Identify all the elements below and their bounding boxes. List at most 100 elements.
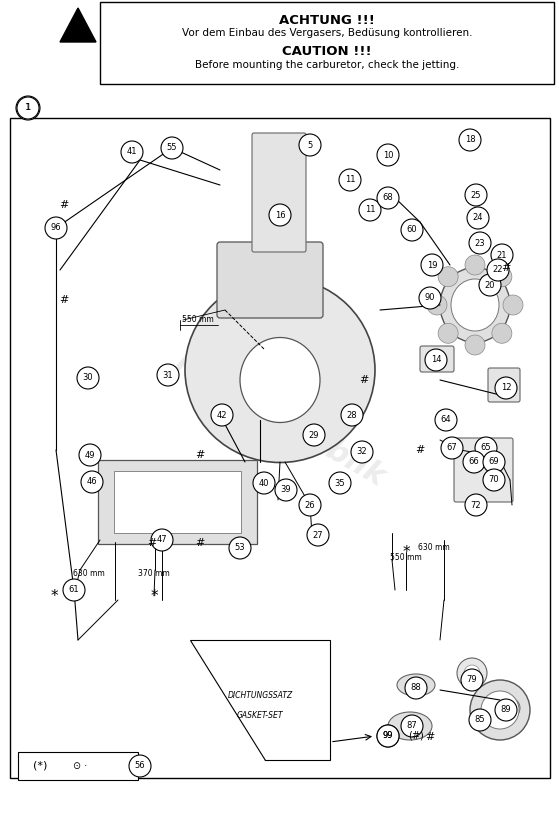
Circle shape [419, 287, 441, 309]
Text: 55: 55 [167, 144, 177, 153]
Text: 1: 1 [25, 104, 31, 113]
Circle shape [79, 444, 101, 466]
Circle shape [129, 755, 151, 777]
Text: 60: 60 [407, 225, 418, 234]
Circle shape [465, 184, 487, 206]
Text: #: # [59, 200, 69, 210]
Text: 99: 99 [383, 731, 393, 740]
Text: *: * [150, 588, 158, 604]
Text: 630 mm: 630 mm [73, 569, 105, 578]
Text: 11: 11 [365, 206, 375, 215]
Text: 65: 65 [481, 444, 491, 453]
Circle shape [211, 404, 233, 426]
Text: 29: 29 [309, 431, 319, 440]
Circle shape [503, 295, 523, 315]
Text: 61: 61 [69, 586, 79, 595]
Text: 40: 40 [259, 478, 269, 487]
Circle shape [299, 134, 321, 156]
Text: 69: 69 [489, 458, 499, 467]
Text: 22: 22 [492, 265, 503, 274]
Text: 70: 70 [489, 476, 499, 485]
Text: ACHTUNG !!!: ACHTUNG !!! [279, 14, 375, 27]
Circle shape [491, 244, 513, 266]
Text: 87: 87 [406, 721, 418, 730]
Ellipse shape [481, 691, 519, 729]
Circle shape [377, 725, 399, 747]
Circle shape [457, 658, 487, 688]
Circle shape [377, 144, 399, 166]
Circle shape [157, 364, 179, 386]
Circle shape [438, 267, 458, 286]
Circle shape [341, 404, 363, 426]
Text: 20: 20 [485, 281, 495, 290]
Circle shape [253, 472, 275, 494]
Text: 630 mm: 630 mm [418, 543, 450, 552]
Text: 26: 26 [305, 500, 315, 509]
Circle shape [492, 323, 512, 344]
Circle shape [303, 424, 325, 446]
Circle shape [465, 255, 485, 275]
Text: #: # [359, 375, 369, 385]
Ellipse shape [240, 338, 320, 423]
Text: 68: 68 [382, 193, 394, 202]
Circle shape [500, 698, 520, 718]
Text: 23: 23 [475, 238, 485, 247]
Text: #: # [195, 538, 205, 548]
Circle shape [492, 267, 512, 286]
Text: 72: 72 [471, 500, 481, 509]
Text: 90: 90 [425, 294, 435, 303]
Circle shape [121, 141, 143, 163]
Text: 35: 35 [335, 478, 345, 487]
Circle shape [441, 437, 463, 459]
Circle shape [461, 669, 483, 691]
Text: 99: 99 [383, 731, 393, 740]
Circle shape [465, 494, 487, 516]
Ellipse shape [470, 680, 530, 740]
Text: 25: 25 [471, 190, 481, 199]
Text: 31: 31 [163, 370, 173, 379]
Circle shape [359, 199, 381, 221]
Circle shape [495, 377, 517, 399]
Circle shape [377, 187, 399, 209]
Circle shape [401, 219, 423, 241]
Circle shape [495, 699, 517, 721]
FancyBboxPatch shape [100, 2, 554, 84]
Text: 67: 67 [447, 444, 457, 453]
Circle shape [63, 579, 85, 601]
Circle shape [483, 451, 505, 473]
FancyBboxPatch shape [420, 346, 454, 372]
Circle shape [465, 335, 485, 355]
FancyBboxPatch shape [10, 118, 550, 778]
Text: 1: 1 [25, 104, 31, 113]
Circle shape [438, 323, 458, 344]
Circle shape [469, 709, 491, 731]
Text: 550 mm: 550 mm [182, 316, 214, 325]
Text: 47: 47 [157, 535, 167, 544]
Circle shape [351, 441, 373, 463]
Circle shape [339, 169, 361, 191]
Circle shape [299, 494, 321, 516]
Circle shape [275, 479, 297, 501]
Text: 12: 12 [501, 384, 511, 392]
Circle shape [377, 725, 399, 747]
Circle shape [161, 137, 183, 159]
Text: 18: 18 [465, 135, 475, 144]
Circle shape [269, 204, 291, 226]
Text: 19: 19 [427, 260, 437, 269]
Text: GASKET-SET: GASKET-SET [237, 711, 283, 720]
Circle shape [483, 469, 505, 491]
Circle shape [45, 217, 67, 239]
Circle shape [475, 437, 497, 459]
Ellipse shape [397, 674, 435, 696]
Text: 21: 21 [497, 251, 507, 259]
Text: PartsRepublik: PartsRepublik [169, 348, 390, 492]
Circle shape [401, 715, 423, 737]
Circle shape [421, 254, 443, 276]
Circle shape [467, 207, 489, 229]
Circle shape [229, 537, 251, 559]
FancyBboxPatch shape [98, 460, 257, 544]
Text: 49: 49 [85, 450, 95, 459]
Text: 28: 28 [347, 410, 357, 419]
Text: 53: 53 [235, 543, 245, 552]
Circle shape [487, 259, 509, 281]
